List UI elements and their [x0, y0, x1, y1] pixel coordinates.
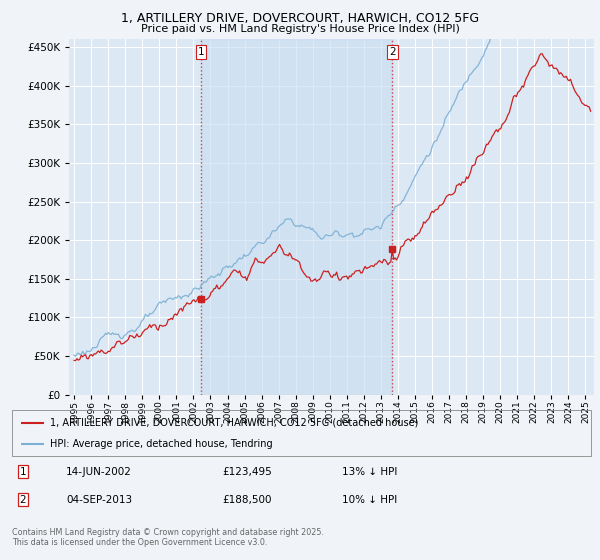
Text: 13% ↓ HPI: 13% ↓ HPI [342, 466, 397, 477]
Text: HPI: Average price, detached house, Tendring: HPI: Average price, detached house, Tend… [50, 439, 272, 449]
Text: 1: 1 [198, 47, 205, 57]
Text: 10% ↓ HPI: 10% ↓ HPI [342, 494, 397, 505]
Text: £123,495: £123,495 [222, 466, 272, 477]
Text: Contains HM Land Registry data © Crown copyright and database right 2025.
This d: Contains HM Land Registry data © Crown c… [12, 528, 324, 547]
Text: 2: 2 [389, 47, 395, 57]
Text: 1, ARTILLERY DRIVE, DOVERCOURT, HARWICH, CO12 5FG: 1, ARTILLERY DRIVE, DOVERCOURT, HARWICH,… [121, 12, 479, 25]
Text: 14-JUN-2002: 14-JUN-2002 [66, 466, 132, 477]
Text: 04-SEP-2013: 04-SEP-2013 [66, 494, 132, 505]
Text: 1: 1 [19, 466, 26, 477]
Text: £188,500: £188,500 [222, 494, 271, 505]
Text: 1, ARTILLERY DRIVE, DOVERCOURT, HARWICH, CO12 5FG (detached house): 1, ARTILLERY DRIVE, DOVERCOURT, HARWICH,… [50, 418, 418, 428]
Text: 2: 2 [19, 494, 26, 505]
Bar [201, 39, 392, 395]
Text: Price paid vs. HM Land Registry's House Price Index (HPI): Price paid vs. HM Land Registry's House … [140, 24, 460, 34]
